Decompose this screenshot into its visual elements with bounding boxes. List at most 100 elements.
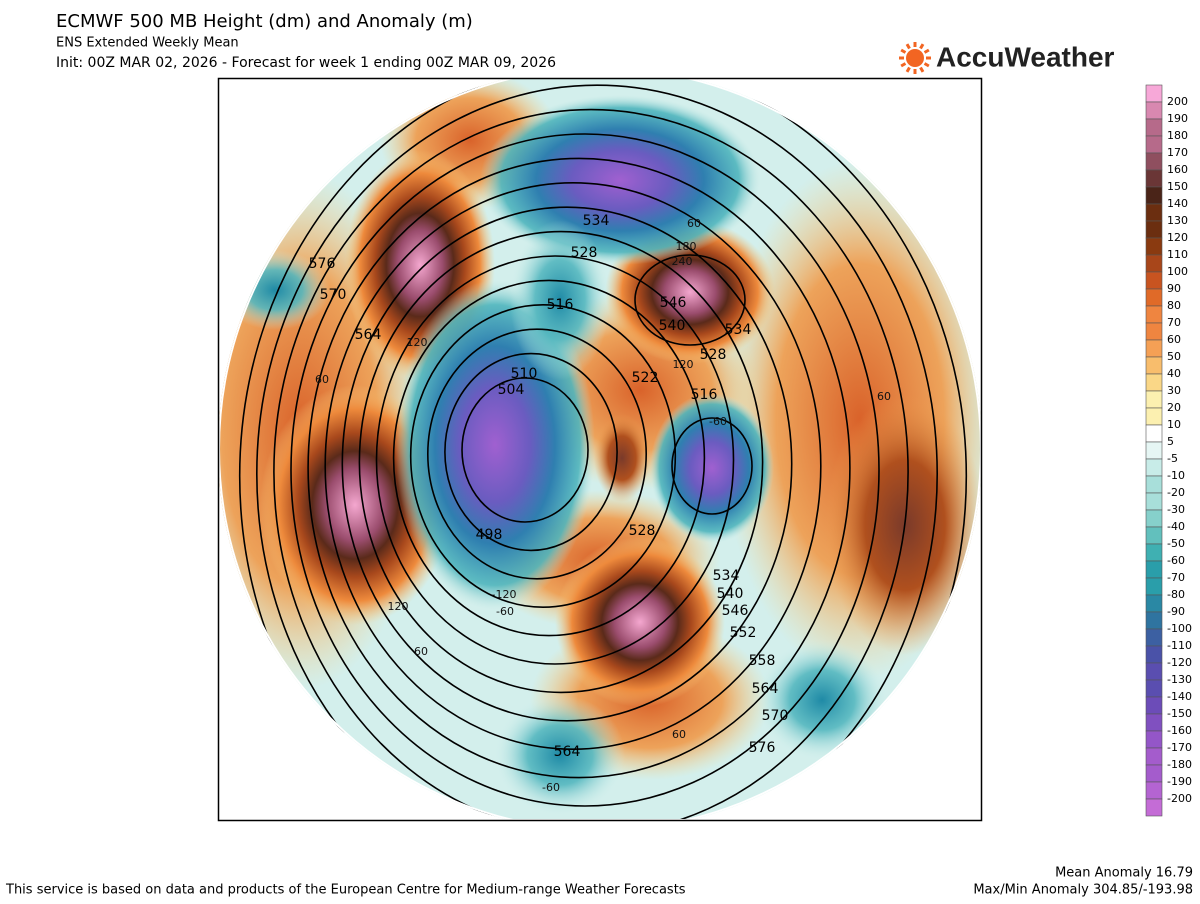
map-disk [219, 79, 981, 819]
height-contour [255, 84, 939, 819]
logo-sun [899, 42, 931, 74]
anomaly-label: 240 [672, 255, 693, 268]
colorbar-swatch [1145, 611, 1163, 630]
anomaly-label: 60 [687, 217, 701, 230]
colorbar-swatch [1145, 339, 1163, 358]
anomaly-label: 60 [315, 373, 329, 386]
sun-ray [923, 48, 930, 54]
colorbar-label: -30 [1167, 503, 1185, 516]
colorbar-label: 60 [1167, 333, 1181, 346]
colorbar-swatch [1145, 407, 1163, 426]
colorbar-label: -10 [1167, 469, 1185, 482]
sun-ray [919, 43, 925, 50]
height-label: 522 [632, 370, 659, 386]
subtitle: ENS Extended Weekly Mean [56, 36, 239, 51]
height-contour [392, 279, 706, 637]
colorbar-label: 20 [1167, 401, 1181, 414]
colorbar-swatch [1145, 628, 1163, 647]
height-contour [341, 206, 793, 722]
height-label: 576 [309, 256, 336, 272]
colorbar-label: -160 [1167, 724, 1192, 737]
height-contour [426, 328, 647, 580]
height-label: 564 [752, 681, 779, 697]
anomaly-label: 180 [676, 240, 697, 253]
colorbar-swatch [1145, 271, 1163, 290]
colorbar-label: -170 [1167, 741, 1192, 754]
anomaly-label: 120 [388, 600, 409, 613]
anomaly-field [757, 640, 887, 760]
colorbar-swatch [1145, 169, 1163, 188]
colorbar-swatch [1145, 254, 1163, 273]
anomaly-label: 120 [673, 358, 694, 371]
sun-ray [905, 43, 911, 50]
colorbar-label: -5 [1167, 452, 1178, 465]
colorbar: 200 190 180 170 160 150 140 130 120 110 100 90 80 70 6… [1145, 84, 1192, 817]
colorbar-label: -70 [1167, 571, 1185, 584]
colorbar-label: 5 [1167, 435, 1174, 448]
colorbar-label: 90 [1167, 282, 1181, 295]
height-contour [273, 108, 909, 819]
sun-ray [905, 66, 911, 73]
colorbar-swatch [1145, 526, 1163, 545]
colorbar-swatch [1145, 492, 1163, 511]
colorbar-swatch [1145, 696, 1163, 715]
colorbar-swatch [1145, 594, 1163, 613]
height-label: 558 [749, 653, 776, 669]
anomaly-label: -60 [542, 781, 560, 794]
colorbar-swatch [1145, 101, 1163, 120]
colorbar-swatch [1145, 322, 1163, 341]
height-label: 504 [498, 382, 525, 398]
colorbar-label: 170 [1167, 146, 1188, 159]
height-label: 564 [554, 744, 581, 760]
colorbar-label: 50 [1167, 350, 1181, 363]
height-contour [358, 230, 764, 694]
height-label: 516 [691, 387, 718, 403]
anomaly-field [594, 414, 650, 502]
colorbar-label: 10 [1167, 418, 1181, 431]
colorbar-swatch [1145, 237, 1163, 256]
colorbar-swatch [1145, 458, 1163, 477]
colorbar-label: -180 [1167, 758, 1192, 771]
height-contour [634, 254, 746, 346]
height-label: 552 [730, 625, 757, 641]
height-label: 498 [476, 527, 503, 543]
anomaly-field [650, 393, 774, 543]
colorbar-swatch [1145, 730, 1163, 749]
height-label: 516 [547, 297, 574, 313]
colorbar-swatch [1145, 560, 1163, 579]
sun-ray [900, 48, 907, 54]
colorbar-swatch [1145, 356, 1163, 375]
height-contour [671, 417, 753, 515]
colorbar-swatch [1145, 679, 1163, 698]
colorbar-swatch [1145, 84, 1163, 103]
height-contour [290, 133, 880, 807]
height-contour [375, 255, 735, 665]
logo: AccuWeather [899, 41, 1115, 74]
anomaly-label: -60 [709, 415, 727, 428]
height-contour [444, 352, 618, 552]
colorbar-label: 80 [1167, 299, 1181, 312]
height-contour [307, 157, 851, 779]
colorbar-label: 120 [1167, 231, 1188, 244]
height-label: 528 [571, 245, 598, 261]
colorbar-label: -40 [1167, 520, 1185, 533]
colorbar-label: -150 [1167, 707, 1192, 720]
colorbar-swatch [1145, 781, 1163, 800]
colorbar-swatch [1145, 390, 1163, 409]
source-note: This service is based on data and produc… [5, 883, 686, 898]
colorbar-swatch [1145, 662, 1163, 681]
colorbar-swatch [1145, 186, 1163, 205]
colorbar-label: 140 [1167, 197, 1188, 210]
height-contour [324, 181, 822, 751]
height-contour [409, 303, 677, 608]
colorbar-swatch [1145, 798, 1163, 817]
height-contour [238, 79, 968, 819]
height-label: 564 [355, 327, 382, 343]
height-label: 546 [722, 603, 749, 619]
colorbar-label: 150 [1167, 180, 1188, 193]
height-label: 528 [700, 347, 727, 363]
logo-text: AccuWeather [936, 41, 1115, 72]
colorbar-label: -20 [1167, 486, 1185, 499]
